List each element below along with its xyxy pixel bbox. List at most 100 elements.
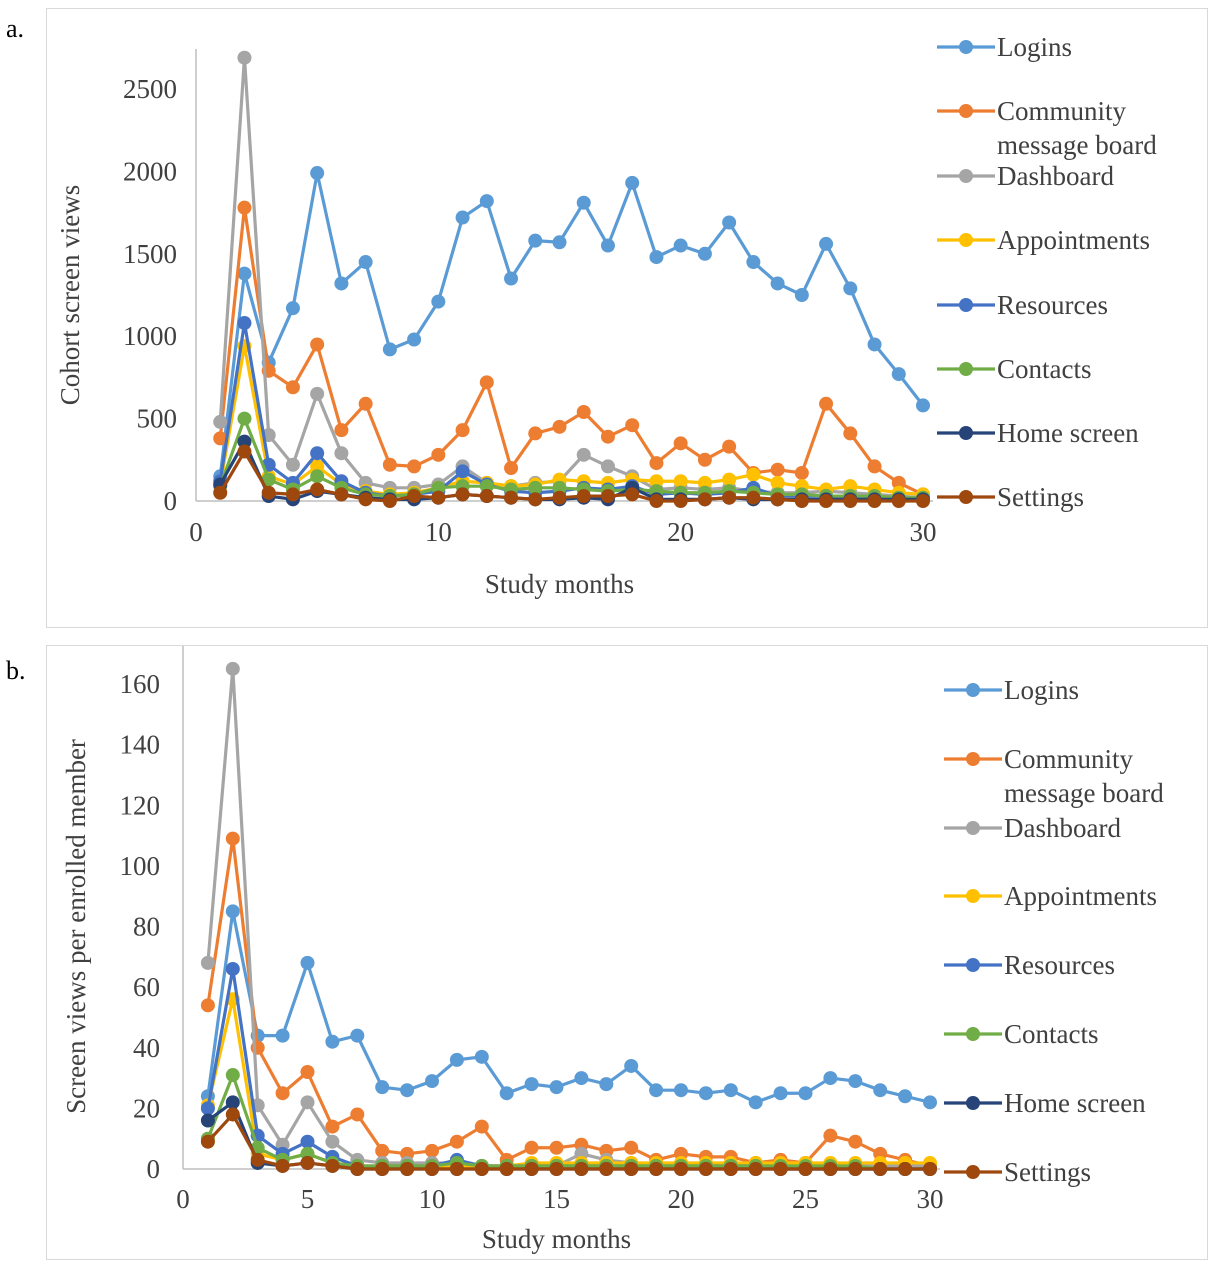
data-point-logins xyxy=(819,236,834,251)
data-point-settings xyxy=(625,487,640,502)
x-tick-label-b: 10 xyxy=(419,1184,446,1214)
data-point-settings xyxy=(474,1162,489,1176)
data-point-contacts xyxy=(431,480,446,495)
data-point-settings xyxy=(798,1162,813,1176)
legend-item-resources: Resources xyxy=(944,950,1115,980)
data-point-logins xyxy=(528,233,543,248)
x-axis-title-b: Study months xyxy=(482,1224,631,1254)
data-point-community-message-board xyxy=(823,1128,838,1143)
data-point-settings xyxy=(873,1162,888,1176)
data-point-logins xyxy=(867,337,882,352)
data-point-settings xyxy=(916,494,930,508)
data-point-community-message-board xyxy=(382,457,397,472)
x-tick-label-b: 20 xyxy=(668,1184,695,1214)
data-point-appointments xyxy=(770,475,785,490)
data-point-settings xyxy=(261,485,276,500)
data-point-settings xyxy=(823,1162,838,1176)
data-point-logins xyxy=(524,1077,539,1092)
data-point-settings xyxy=(285,487,300,502)
data-point-community-message-board xyxy=(358,396,373,411)
data-point-settings xyxy=(334,487,349,502)
data-point-settings xyxy=(382,494,397,508)
data-point-logins xyxy=(400,1083,415,1098)
data-point-community-message-board xyxy=(673,436,688,451)
legend-item-home-screen: Home screen xyxy=(944,1088,1146,1118)
data-point-logins xyxy=(649,1083,664,1098)
data-point-community-message-board xyxy=(625,418,640,433)
data-point-contacts xyxy=(225,1068,240,1083)
data-point-logins xyxy=(449,1052,464,1067)
x-tick-label-a: 0 xyxy=(189,517,203,547)
data-point-resources xyxy=(237,316,252,331)
data-point-dashboard xyxy=(576,447,591,462)
data-point-logins xyxy=(848,1074,863,1089)
x-tick-label-b: 0 xyxy=(176,1184,190,1214)
data-point-community-message-board xyxy=(310,337,325,352)
data-point-settings xyxy=(843,494,858,508)
data-point-community-message-board xyxy=(504,461,519,476)
data-point-settings xyxy=(867,494,882,508)
legend-item-dashboard: Dashboard xyxy=(944,813,1121,843)
data-point-logins xyxy=(455,210,470,225)
data-point-logins xyxy=(407,332,422,347)
series-dashboard-a xyxy=(213,50,930,505)
data-point-logins xyxy=(499,1086,514,1101)
data-point-logins xyxy=(916,398,930,413)
legend-label: Resources xyxy=(997,290,1108,320)
legend-marker-icon xyxy=(959,233,973,247)
data-point-logins xyxy=(325,1034,340,1049)
data-point-logins xyxy=(350,1028,365,1043)
series-community-message-board-b xyxy=(200,831,937,1173)
data-point-logins xyxy=(474,1049,489,1064)
data-point-settings xyxy=(524,1162,539,1176)
data-point-community-message-board xyxy=(722,439,737,454)
data-point-contacts xyxy=(261,472,276,487)
data-point-settings xyxy=(576,489,591,504)
data-point-contacts xyxy=(528,480,543,495)
legend-marker-icon xyxy=(959,362,973,376)
data-point-settings xyxy=(723,1162,738,1176)
y-tick-label-b: 40 xyxy=(133,1033,160,1063)
data-point-appointments xyxy=(697,475,712,490)
data-point-logins xyxy=(334,276,349,291)
y-tick-label-a: 2500 xyxy=(123,74,177,104)
legend-marker-icon xyxy=(959,169,973,183)
legend-marker-icon xyxy=(966,821,980,835)
data-point-logins xyxy=(723,1083,738,1098)
series-settings-b xyxy=(200,1107,937,1176)
data-point-settings xyxy=(891,494,906,508)
x-tick-label-b: 15 xyxy=(543,1184,570,1214)
data-point-resources xyxy=(300,1134,315,1149)
data-point-settings xyxy=(425,1162,439,1176)
data-point-dashboard xyxy=(237,50,252,65)
data-point-settings xyxy=(250,1152,265,1167)
data-point-community-message-board xyxy=(275,1086,290,1101)
data-point-logins xyxy=(285,301,300,316)
data-point-logins xyxy=(823,1071,838,1086)
data-point-settings xyxy=(479,489,494,504)
data-point-community-message-board xyxy=(649,456,664,471)
data-point-logins xyxy=(599,1077,614,1092)
data-point-community-message-board xyxy=(407,459,422,474)
data-point-logins xyxy=(310,166,325,181)
y-axis-title-b: Screen views per enrolled member xyxy=(61,739,91,1114)
y-tick-label-a: 1500 xyxy=(123,239,177,269)
x-axis-title-a: Study months xyxy=(485,569,634,599)
data-point-community-message-board xyxy=(431,447,446,462)
data-point-logins xyxy=(431,294,446,309)
legend-item-home-screen: Home screen xyxy=(937,418,1139,448)
data-point-logins xyxy=(624,1058,639,1073)
data-point-logins xyxy=(674,1083,688,1098)
data-point-dashboard xyxy=(213,414,228,429)
data-point-logins xyxy=(748,1095,763,1110)
legend-marker-icon xyxy=(966,889,980,903)
legend-label: Appointments xyxy=(1004,881,1157,911)
data-point-settings xyxy=(649,1162,664,1176)
data-point-settings xyxy=(599,1162,614,1176)
data-point-community-message-board xyxy=(891,475,906,490)
data-point-settings xyxy=(504,490,519,505)
data-point-logins xyxy=(382,342,397,357)
data-point-contacts xyxy=(237,411,252,426)
data-point-logins xyxy=(600,238,615,253)
chart-a: 0 500 1000 1500 2000 2500 0 10 20 30 Study months C… xyxy=(55,32,1157,599)
